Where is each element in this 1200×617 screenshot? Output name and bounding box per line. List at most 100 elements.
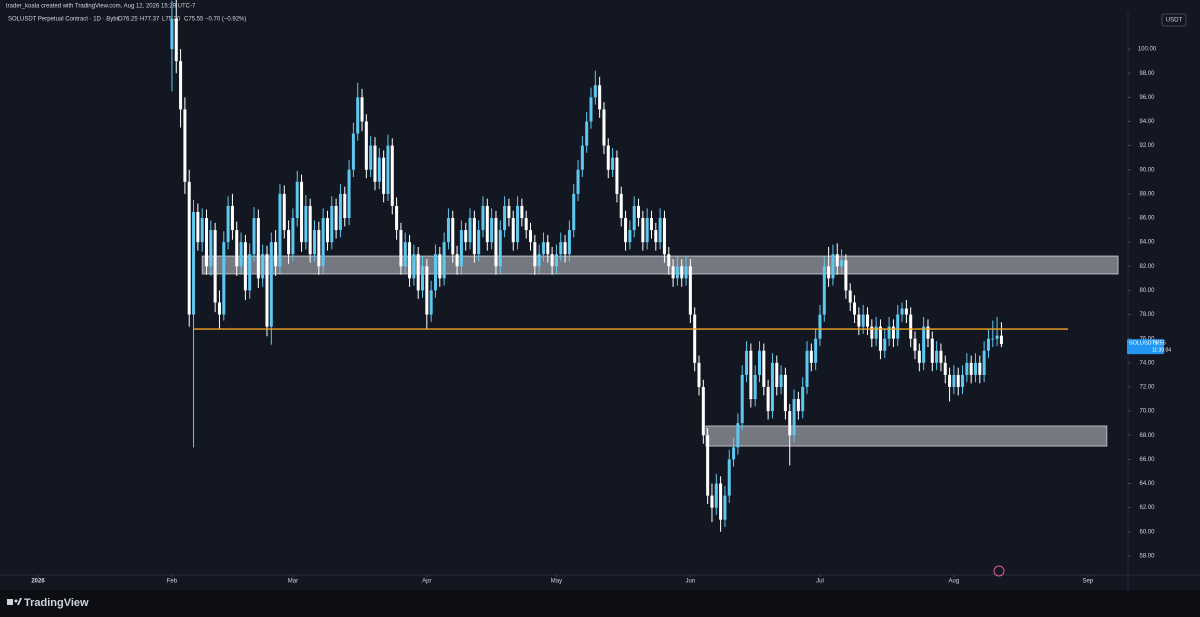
candle-body [818,314,822,339]
candle [295,170,299,227]
candle-body [701,386,705,436]
candle-body [192,211,196,315]
candle-body [464,230,468,243]
candle [433,244,437,298]
candle [472,210,476,263]
candle [369,135,373,177]
candle [593,70,597,105]
candle [606,138,610,179]
candle [252,207,256,262]
candle-body [563,242,567,255]
candle [844,254,848,299]
candle-body [952,374,956,387]
candle-body [239,242,243,267]
y-tick-label: 98.00 [1139,71,1155,77]
candle-body [995,335,999,339]
candle-body [883,338,887,351]
candle-body [442,242,446,279]
candle-body [649,218,653,231]
candle [490,208,494,250]
candle [217,290,221,330]
candle-body [351,133,355,170]
candle [965,353,969,383]
candle [969,355,973,384]
candle [533,234,537,275]
candle [982,341,986,383]
candle [347,160,351,226]
candle [766,379,770,420]
candle [900,302,904,322]
candle [805,341,809,395]
candle [390,138,394,215]
candle-body [904,308,908,315]
candle [991,320,995,348]
candle [952,365,956,395]
candle-body [559,242,563,255]
candle-body [887,326,891,339]
candle-body [377,157,381,182]
candle [727,449,731,503]
candle [857,307,861,336]
candle-body [395,205,399,231]
candle [537,244,541,274]
candle [891,319,895,348]
candle [468,208,472,250]
candle-body [485,205,489,243]
candle-body [740,374,744,424]
candle-body [999,335,1003,345]
candle [386,134,390,202]
candle [939,343,943,372]
last-price-tag [1127,339,1164,355]
candle-body [256,218,260,279]
candle [645,208,649,250]
candle-body [805,350,809,387]
candle [567,220,571,262]
candle [770,353,774,419]
candle-body [861,314,865,327]
candle-body [900,308,904,315]
candle [278,184,282,274]
candle-body [403,242,407,267]
candle [619,186,623,227]
candle-body [891,326,895,339]
candle [922,316,926,371]
candle-body [909,314,913,339]
candle-body [235,230,239,267]
candle-body [788,411,792,436]
candle [723,485,727,527]
candle-body [658,218,662,243]
candle-body [732,447,736,460]
candle [399,222,403,275]
y-tick-label: 84.00 [1139,240,1155,246]
candle-body [939,350,943,363]
y-tick-label: 68.00 [1139,433,1155,439]
candle-body [490,218,494,243]
candle [524,210,528,239]
candle-body [308,205,312,255]
candle [792,389,796,443]
candle [204,209,209,275]
footer-bar [0,590,1200,617]
y-tick-label: 72.00 [1139,385,1155,391]
candle [330,196,334,250]
candle-body [753,374,757,400]
candle-body [853,302,857,315]
candle [243,234,247,301]
legend-change: −0.70 (−0.92%) [205,17,246,23]
candle [312,220,317,262]
candle-body [412,254,416,279]
y-tick-label: 90.00 [1139,167,1155,173]
legend-close: C75.55 [184,17,204,23]
y-tick-label: 94.00 [1139,119,1155,125]
candle [917,343,921,372]
candle-body [624,218,628,243]
candle [412,244,416,286]
candle [442,232,446,286]
candle [226,196,230,250]
candle-body [550,254,554,267]
candle-body [179,61,183,110]
candle-body [200,218,204,243]
logo-shape [14,599,18,603]
candle-body [520,205,524,219]
candle [749,343,753,408]
